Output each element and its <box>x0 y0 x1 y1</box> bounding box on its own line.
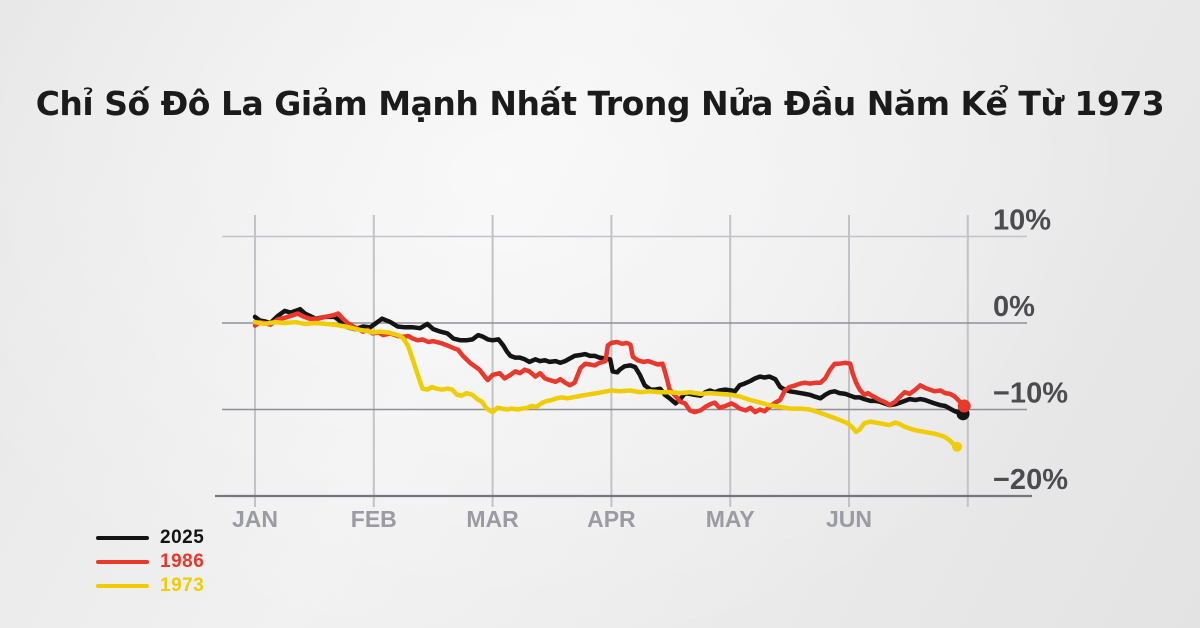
series-end-dot-1973 <box>952 441 963 452</box>
legend-label-1973: 1973 <box>160 575 205 596</box>
series-end-dot-1986 <box>957 399 971 413</box>
legend-item-1973: 1973 <box>96 575 205 596</box>
x-tick-label: MAR <box>466 506 519 532</box>
series-line-1973 <box>252 319 960 449</box>
y-tick-label: 0% <box>993 291 1035 323</box>
x-tick-label: JUN <box>826 506 872 532</box>
legend-label-1986: 1986 <box>160 551 205 572</box>
legend-swatch-1973 <box>96 584 149 588</box>
legend-item-2025: 2025 <box>96 527 205 548</box>
legend-swatch-1986 <box>96 560 149 564</box>
legend-swatch-2025 <box>96 536 149 540</box>
y-tick-label: −10% <box>993 378 1068 410</box>
chart-title: Chỉ Số Đô La Giảm Mạnh Nhất Trong Nửa Đầ… <box>35 84 1165 123</box>
legend-item-1986: 1986 <box>96 551 205 572</box>
chart-legend: 2025 1986 1973 <box>96 527 205 596</box>
y-tick-label: −20% <box>993 464 1068 496</box>
x-tick-label: MAY <box>706 506 755 532</box>
series-line-2025 <box>252 306 966 417</box>
legend-label-2025: 2025 <box>160 527 205 548</box>
y-tick-label: 10% <box>993 205 1051 237</box>
x-tick-label: APR <box>587 506 636 532</box>
x-tick-label: FEB <box>351 506 397 532</box>
x-tick-label: JAN <box>232 506 278 532</box>
